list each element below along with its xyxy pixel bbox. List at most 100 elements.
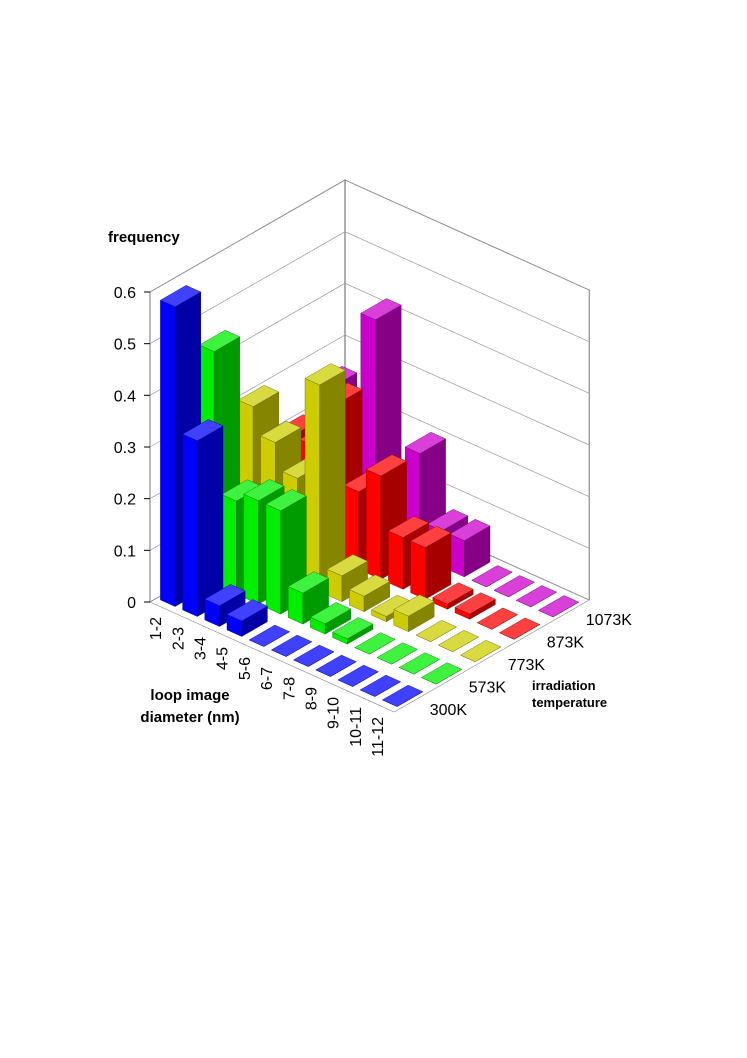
x-tick-label: 10-11 — [348, 707, 365, 747]
bar-top — [471, 565, 513, 588]
x-axis-title: diameter (nm) — [140, 709, 239, 726]
grid-line — [149, 179, 590, 293]
bar-top — [182, 419, 224, 442]
bar-top — [237, 385, 280, 407]
bar — [398, 652, 441, 675]
bar — [420, 662, 463, 685]
x-tick-label: 2-3 — [170, 627, 187, 650]
bar-top — [337, 664, 379, 687]
bar — [348, 574, 391, 613]
bar-top — [270, 634, 313, 657]
z-tick-label: 0.1 — [114, 543, 136, 560]
bar — [493, 575, 535, 598]
bar-top — [315, 654, 357, 677]
x-tick-label: 4-5 — [215, 647, 232, 670]
z-tick-label: 0.3 — [114, 440, 136, 457]
bar-top — [437, 630, 480, 652]
bar — [332, 617, 374, 645]
bar-top — [198, 329, 241, 352]
bar-top — [354, 632, 396, 655]
bar-top — [348, 574, 391, 597]
bar-top — [376, 642, 418, 665]
x-tick-label: 7-8 — [281, 677, 298, 700]
z-tick-label: 0 — [127, 595, 136, 612]
bar-top — [381, 684, 424, 707]
bar — [337, 664, 379, 687]
bar-front — [449, 533, 465, 578]
bar-top — [476, 607, 519, 630]
bar — [437, 630, 480, 652]
series-label: 873K — [547, 635, 585, 652]
x-tick-label: 9-10 — [326, 697, 343, 729]
z-tick-label: 0.4 — [114, 388, 136, 405]
bar-front — [182, 433, 198, 617]
bar-top — [498, 617, 541, 640]
bar — [381, 684, 424, 707]
series-label: 300K — [430, 702, 468, 719]
bar — [393, 594, 435, 633]
bar-front — [221, 494, 237, 595]
bar-front — [265, 503, 281, 615]
bar-top — [360, 298, 402, 321]
bar-front — [243, 493, 259, 605]
x-tick-label: 1-2 — [148, 617, 165, 640]
bar — [410, 525, 452, 600]
bar-top — [449, 519, 491, 541]
z-tick-label: 0.6 — [114, 285, 136, 302]
bar — [449, 519, 491, 578]
bar-top — [359, 674, 402, 697]
bar — [270, 634, 313, 657]
bar — [376, 642, 418, 665]
bar-top — [248, 624, 291, 647]
bar — [248, 624, 291, 647]
bar-top — [309, 602, 352, 625]
bar-top — [393, 594, 435, 617]
bar-top — [304, 363, 346, 386]
bar — [515, 585, 558, 608]
bar — [359, 674, 402, 697]
bar-top — [204, 584, 246, 607]
y-axis-title: irradiation — [532, 678, 596, 693]
y-axis-title: temperature — [532, 695, 607, 710]
x-tick-label: 3-4 — [193, 637, 210, 660]
bar — [476, 607, 519, 630]
z-tick-label: 0.2 — [114, 492, 136, 509]
bar — [432, 582, 474, 610]
bar-top — [243, 479, 285, 502]
bar — [293, 644, 335, 667]
bar-front — [410, 540, 426, 600]
x-tick-label: 11-12 — [370, 717, 387, 757]
bar-top — [415, 620, 457, 642]
bar-front — [160, 299, 176, 607]
bar — [326, 554, 369, 603]
bar — [415, 620, 457, 642]
bar-front — [304, 378, 320, 593]
bar — [182, 419, 224, 617]
bar-top — [387, 515, 430, 538]
bar-top — [454, 592, 496, 615]
grid-line — [149, 231, 590, 345]
bar — [309, 602, 352, 635]
series-label: 1073K — [586, 612, 633, 629]
bar-top — [159, 285, 202, 308]
bar — [454, 592, 496, 620]
bar-top — [398, 652, 441, 675]
x-axis-title: loop image — [150, 687, 229, 704]
bar-top — [404, 431, 447, 454]
bar — [304, 363, 346, 593]
bar-top — [459, 640, 502, 662]
bar — [204, 584, 246, 627]
bar-top — [326, 554, 369, 577]
bar-top — [432, 582, 474, 605]
bar-top — [332, 617, 374, 640]
bar-top — [260, 420, 302, 443]
bar-top — [365, 454, 408, 477]
bar — [498, 617, 541, 640]
bar — [537, 595, 580, 618]
bar-top — [265, 489, 307, 512]
bar-top — [410, 525, 452, 548]
bar — [354, 632, 396, 655]
bar-front — [388, 530, 404, 590]
x-tick-label: 8-9 — [304, 687, 321, 710]
